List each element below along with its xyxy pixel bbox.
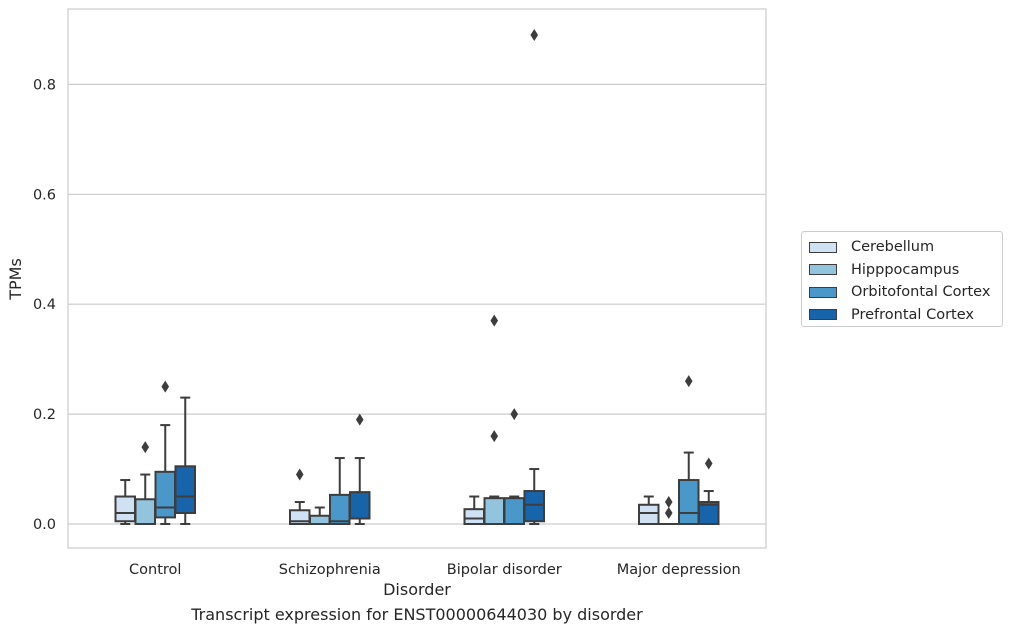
- box: [114, 495, 136, 523]
- y-tick-label: 0.2: [33, 407, 56, 423]
- legend-entry: Orbitofontal Cortex: [802, 281, 1002, 304]
- box-groups: [114, 28, 720, 526]
- outlier-point: [161, 380, 170, 393]
- y-tick-label: 0.4: [33, 297, 56, 313]
- figure-caption: Transcript expression for ENST0000064403…: [191, 605, 643, 624]
- legend-label: Cerebellum: [851, 239, 935, 256]
- box: [309, 514, 331, 526]
- outlier-point: [295, 468, 304, 481]
- x-tick-label: Control: [129, 562, 181, 578]
- box-group: [289, 413, 371, 526]
- box-group: [638, 375, 720, 526]
- x-tick-label: Schizophrenia: [279, 562, 381, 578]
- legend-label: Orbitofontal Cortex: [851, 284, 991, 301]
- outlier-point: [490, 430, 499, 443]
- legend-swatch-prefrontal-cortex: [809, 309, 837, 321]
- y-tick-label: 0.0: [33, 517, 56, 533]
- legend-entry: Hipppocampus: [802, 259, 1002, 282]
- x-axis-ticks: Control Schizophrenia Bipolar disorder Majo…: [129, 562, 741, 578]
- x-tick-label: Bipolar disorder: [447, 562, 562, 578]
- legend-entry: Prefrontal Cortex: [802, 304, 1002, 327]
- box: [523, 490, 545, 523]
- box: [503, 497, 525, 525]
- box: [349, 491, 371, 520]
- legend-swatch-hippocampus: [809, 264, 837, 276]
- legend-label: Prefrontal Cortex: [851, 306, 974, 323]
- legend-label: Hipppocampus: [851, 261, 960, 278]
- box: [134, 498, 156, 525]
- outlier-point: [684, 375, 693, 388]
- y-tick-label: 0.8: [33, 77, 56, 93]
- outlier-point: [490, 314, 499, 327]
- box-group: [114, 380, 196, 525]
- plot-frame: [67, 8, 767, 549]
- outlier-point: [704, 457, 713, 470]
- outlier-point: [530, 28, 539, 41]
- outlier-point: [141, 441, 150, 454]
- outlier-point: [355, 413, 364, 426]
- box: [463, 508, 485, 526]
- legend: Cerebellum Hipppocampus Orbitofontal Cor…: [801, 231, 1003, 327]
- box-group: [463, 28, 545, 526]
- x-axis-label: Disorder: [383, 580, 451, 599]
- y-axis-ticks: 0.0 0.2 0.4 0.6 0.8: [33, 77, 56, 533]
- legend-entry: Cerebellum: [802, 236, 1002, 259]
- gridlines: [68, 83, 766, 525]
- outlier-point: [664, 496, 673, 509]
- outlier-point: [510, 408, 519, 421]
- box: [174, 465, 196, 515]
- box: [483, 497, 505, 525]
- x-tick-label: Major depression: [617, 562, 741, 578]
- outlier-point: [664, 507, 673, 520]
- box: [154, 470, 176, 519]
- y-tick-label: 0.6: [33, 187, 56, 203]
- box: [329, 493, 351, 525]
- legend-swatch-orbitofrontal-cortex: [809, 286, 837, 298]
- y-axis-label: TPMs: [6, 258, 25, 301]
- legend-swatch-cerebellum: [809, 241, 837, 253]
- box: [678, 479, 700, 526]
- box: [698, 501, 720, 525]
- box: [638, 503, 660, 525]
